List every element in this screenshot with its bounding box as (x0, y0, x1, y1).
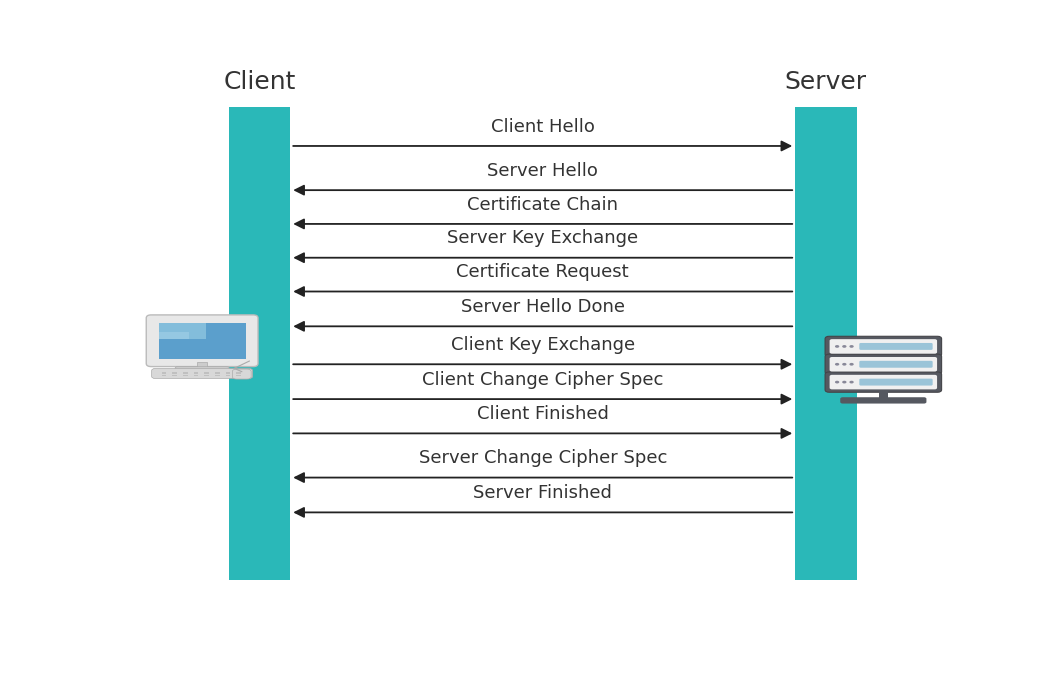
Bar (183, 372, 187, 373)
Bar (229, 107, 290, 580)
Bar (215, 372, 219, 373)
Bar (162, 375, 166, 376)
FancyBboxPatch shape (859, 379, 933, 385)
Bar (162, 372, 166, 373)
FancyBboxPatch shape (829, 339, 937, 354)
Circle shape (834, 381, 840, 383)
Bar (204, 375, 209, 376)
Bar (183, 375, 187, 376)
Text: Client: Client (223, 70, 295, 94)
Text: Server Key Exchange: Server Key Exchange (447, 230, 639, 247)
Bar (162, 373, 166, 375)
Bar (173, 373, 177, 375)
Bar (236, 375, 241, 376)
Text: Server Hello: Server Hello (487, 162, 598, 180)
FancyBboxPatch shape (175, 367, 229, 373)
Polygon shape (159, 332, 190, 339)
Bar (183, 373, 187, 375)
Circle shape (834, 363, 840, 366)
Bar (173, 375, 177, 376)
Bar (236, 373, 241, 375)
Text: Certificate Chain: Certificate Chain (467, 196, 618, 213)
FancyBboxPatch shape (825, 354, 941, 375)
Text: Server Hello Done: Server Hello Done (461, 298, 625, 316)
Bar (204, 372, 209, 373)
Text: Server Finished: Server Finished (473, 484, 612, 502)
Bar (226, 373, 230, 375)
Bar (173, 372, 177, 373)
Bar (215, 375, 219, 376)
Bar (159, 323, 207, 339)
FancyBboxPatch shape (825, 336, 941, 356)
Bar (194, 372, 198, 373)
Bar (194, 373, 198, 375)
Text: Server Change Cipher Spec: Server Change Cipher Spec (418, 449, 667, 467)
Circle shape (849, 345, 854, 348)
Circle shape (834, 345, 840, 348)
Bar (879, 389, 889, 399)
FancyBboxPatch shape (859, 343, 933, 350)
Text: Server: Server (785, 70, 867, 94)
Bar (194, 375, 198, 376)
FancyBboxPatch shape (151, 369, 253, 379)
Text: Client Key Exchange: Client Key Exchange (451, 336, 634, 354)
Text: Client Hello: Client Hello (490, 117, 595, 136)
FancyBboxPatch shape (840, 397, 927, 404)
FancyBboxPatch shape (146, 315, 258, 367)
Circle shape (842, 345, 846, 348)
Text: Certificate Request: Certificate Request (456, 263, 629, 281)
FancyBboxPatch shape (232, 369, 251, 379)
Text: Client Change Cipher Spec: Client Change Cipher Spec (423, 371, 663, 389)
FancyBboxPatch shape (829, 375, 937, 389)
Bar (226, 375, 230, 376)
Bar (215, 373, 219, 375)
Circle shape (849, 381, 854, 383)
Bar (226, 372, 230, 373)
Circle shape (842, 381, 846, 383)
FancyBboxPatch shape (829, 357, 937, 371)
Bar (159, 323, 246, 358)
Bar (197, 362, 208, 370)
Bar (236, 372, 241, 373)
Bar (795, 107, 857, 580)
Bar (204, 373, 209, 375)
FancyBboxPatch shape (825, 372, 941, 392)
Text: Client Finished: Client Finished (477, 405, 609, 423)
FancyBboxPatch shape (859, 361, 933, 368)
Circle shape (849, 363, 854, 366)
Circle shape (842, 363, 846, 366)
